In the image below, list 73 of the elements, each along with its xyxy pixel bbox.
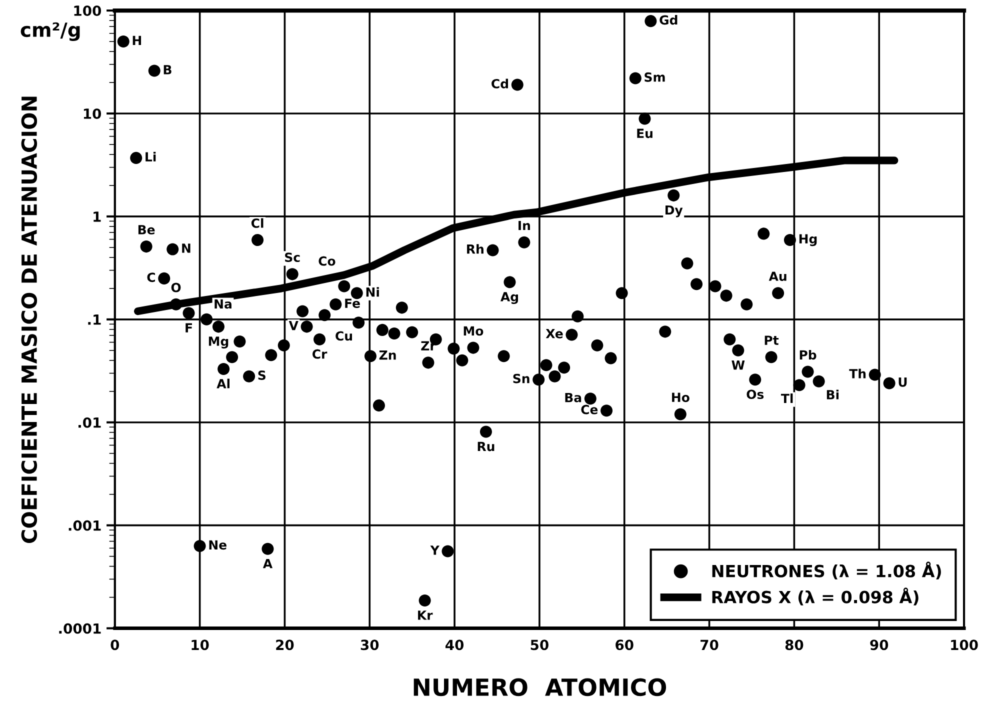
annotation: N: [182, 244, 190, 253]
annotation: Li: [146, 152, 156, 162]
annotation: U: [898, 378, 907, 387]
annotation: Pb: [800, 350, 816, 360]
annotation: Os: [746, 390, 764, 400]
annotation: Mo: [464, 326, 484, 336]
y-tick-label: 1: [94, 212, 101, 222]
y-tick-label: .0001: [59, 623, 101, 634]
annotation: Be: [138, 225, 155, 234]
x-tick-label: 100: [951, 640, 978, 650]
x-tick-label: 70: [700, 640, 718, 650]
y-tick-label: .001: [68, 520, 101, 531]
annotation: Sm: [644, 72, 665, 82]
x-tick-label: 30: [360, 640, 379, 650]
annotation: S: [258, 370, 266, 380]
annotation: Kr: [418, 610, 433, 620]
annotation: O: [171, 282, 181, 292]
x-tick-label: 90: [870, 640, 888, 650]
annotation: Cr: [312, 349, 328, 359]
annotation: Rh: [467, 244, 484, 254]
annotation: Th: [849, 368, 866, 378]
x-axis-title: NUMERO ATOMICO: [414, 678, 666, 696]
annotation: Ce: [581, 404, 598, 414]
annotation: Eu: [637, 128, 652, 138]
y-tick-label: .01: [78, 417, 101, 428]
legend-label: RAYOS X (λ = 0.098 Å): [712, 588, 918, 606]
annotation: W: [732, 360, 745, 370]
annotation: In: [518, 220, 530, 230]
x-tick-label: 50: [530, 640, 548, 650]
annotation: Na: [214, 299, 232, 309]
annotation: Ba: [565, 392, 582, 402]
x-tick-label: 80: [785, 640, 804, 650]
y-tick-label: 100: [74, 6, 102, 16]
annotation: Ne: [209, 540, 226, 550]
annotation: F: [186, 323, 192, 332]
x-tick-label: 0: [110, 640, 120, 650]
annotation: Sc: [285, 252, 300, 262]
annotation: Co: [318, 256, 336, 266]
annotation: Ru: [478, 442, 494, 452]
legend-label: NEUTRONES (λ = 1.08 Å): [712, 562, 941, 580]
x-tick-label: 40: [446, 640, 464, 650]
annotation: A: [262, 559, 273, 568]
annotation: Cu: [336, 331, 352, 341]
annotation: Tl: [780, 393, 793, 403]
annotation: Pt: [764, 336, 779, 345]
annotation: Al: [216, 378, 230, 388]
annotation: B: [164, 65, 172, 74]
annotation: H: [132, 36, 142, 45]
text: cm²/g: [20, 22, 80, 41]
annotation: Ni: [366, 287, 379, 297]
annotation: Sn: [513, 374, 530, 384]
annotation: Ho: [672, 392, 690, 402]
annotation: Cl: [251, 218, 264, 228]
annotation: C: [147, 272, 156, 282]
annotation: Zn: [379, 350, 396, 360]
annotation: Au: [768, 272, 786, 281]
x-tick-label: 10: [192, 640, 209, 650]
annotation: Cd: [492, 78, 508, 88]
annotation: Y: [430, 546, 440, 555]
annotation: Gd: [660, 15, 678, 25]
annotation: Bi: [826, 390, 839, 400]
y-tick-label: .1: [88, 314, 101, 325]
annotation: Dy: [666, 205, 683, 218]
x-tick-label: 60: [616, 640, 634, 650]
annotation: Hg: [799, 234, 817, 246]
x-tick-label: 20: [276, 640, 294, 650]
y-tick-label: 10: [84, 108, 102, 119]
annotation: Xe: [546, 329, 563, 338]
annotation: Ag: [500, 292, 518, 304]
annotation: Fe: [345, 298, 360, 308]
annotation: Mg: [208, 336, 228, 348]
y-axis-title: COEFICIENTE MASICO DE ATENUACION: [21, 96, 38, 543]
annotation: V: [288, 321, 298, 330]
